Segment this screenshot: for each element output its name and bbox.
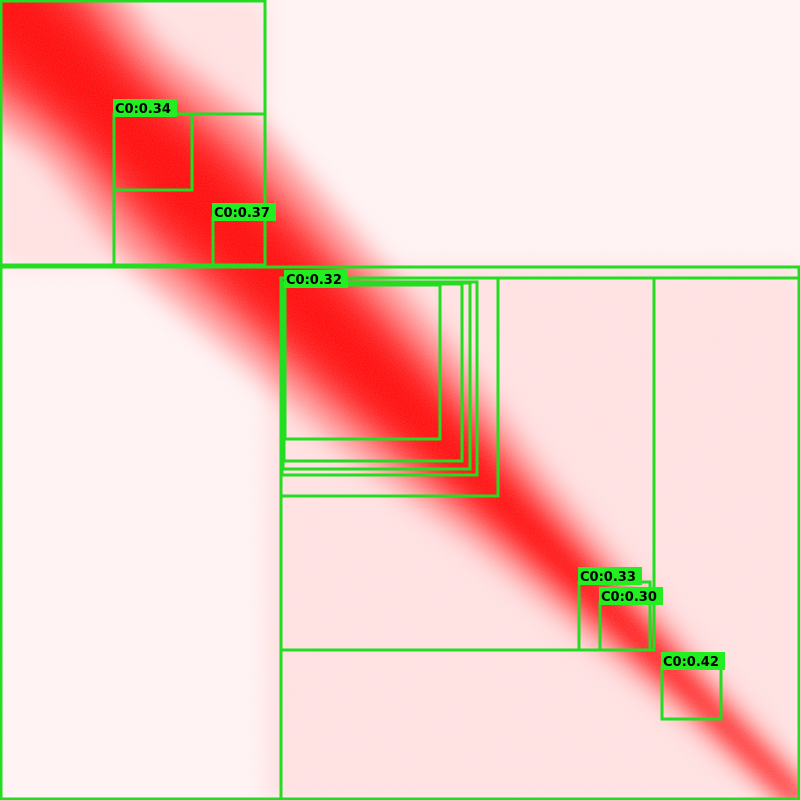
detection-box (283, 283, 442, 441)
detection-label-background (113, 99, 177, 117)
detection-score-label: C0:0.42 (663, 655, 719, 670)
detection-score-label: C0:0.33 (580, 570, 636, 585)
detection-label-background (578, 567, 642, 585)
detection-score-label: C0:0.34 (115, 102, 171, 117)
detection-score-label: C0:0.37 (214, 206, 270, 221)
detection-label-background (661, 652, 725, 670)
detection-label-background (599, 587, 663, 605)
detection-score-label: C0:0.32 (286, 273, 342, 288)
detection-label-background (284, 270, 348, 288)
detection-label-background (212, 203, 276, 221)
detection-score-label: C0:0.30 (601, 590, 657, 605)
detection-labels: C0:0.34 C0:0.37 C0:0.32 C0:0.33 C0:0.30 C0:0.… (113, 99, 725, 670)
